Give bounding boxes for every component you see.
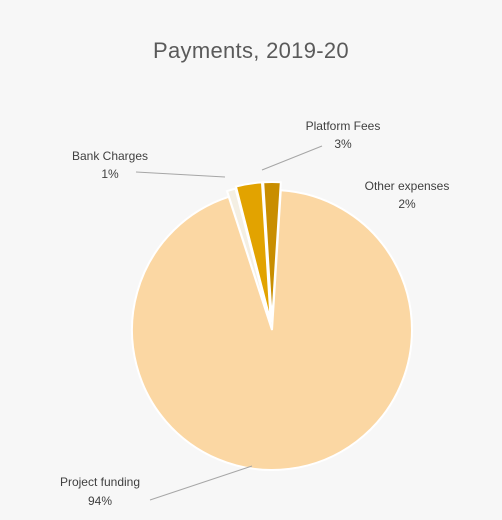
data-label-name: Bank Charges <box>72 149 148 163</box>
pie-slice-platform-fees <box>234 181 272 323</box>
leader-line <box>261 145 323 171</box>
leader-line <box>149 465 253 501</box>
data-label-value: 1% <box>101 167 119 181</box>
chart-title: Payments, 2019-20 <box>153 38 349 63</box>
data-label-name: Other expenses <box>365 179 450 193</box>
pie-slice-other-expenses <box>262 181 282 323</box>
data-label-value: 2% <box>398 197 416 211</box>
data-label-value: 94% <box>88 494 112 508</box>
data-label-name: Project funding <box>60 475 140 489</box>
data-label-value: 3% <box>334 137 352 151</box>
leader-line <box>135 171 226 178</box>
pie-slice-project-funding <box>130 189 413 471</box>
data-label-name: Platform Fees <box>306 119 381 133</box>
